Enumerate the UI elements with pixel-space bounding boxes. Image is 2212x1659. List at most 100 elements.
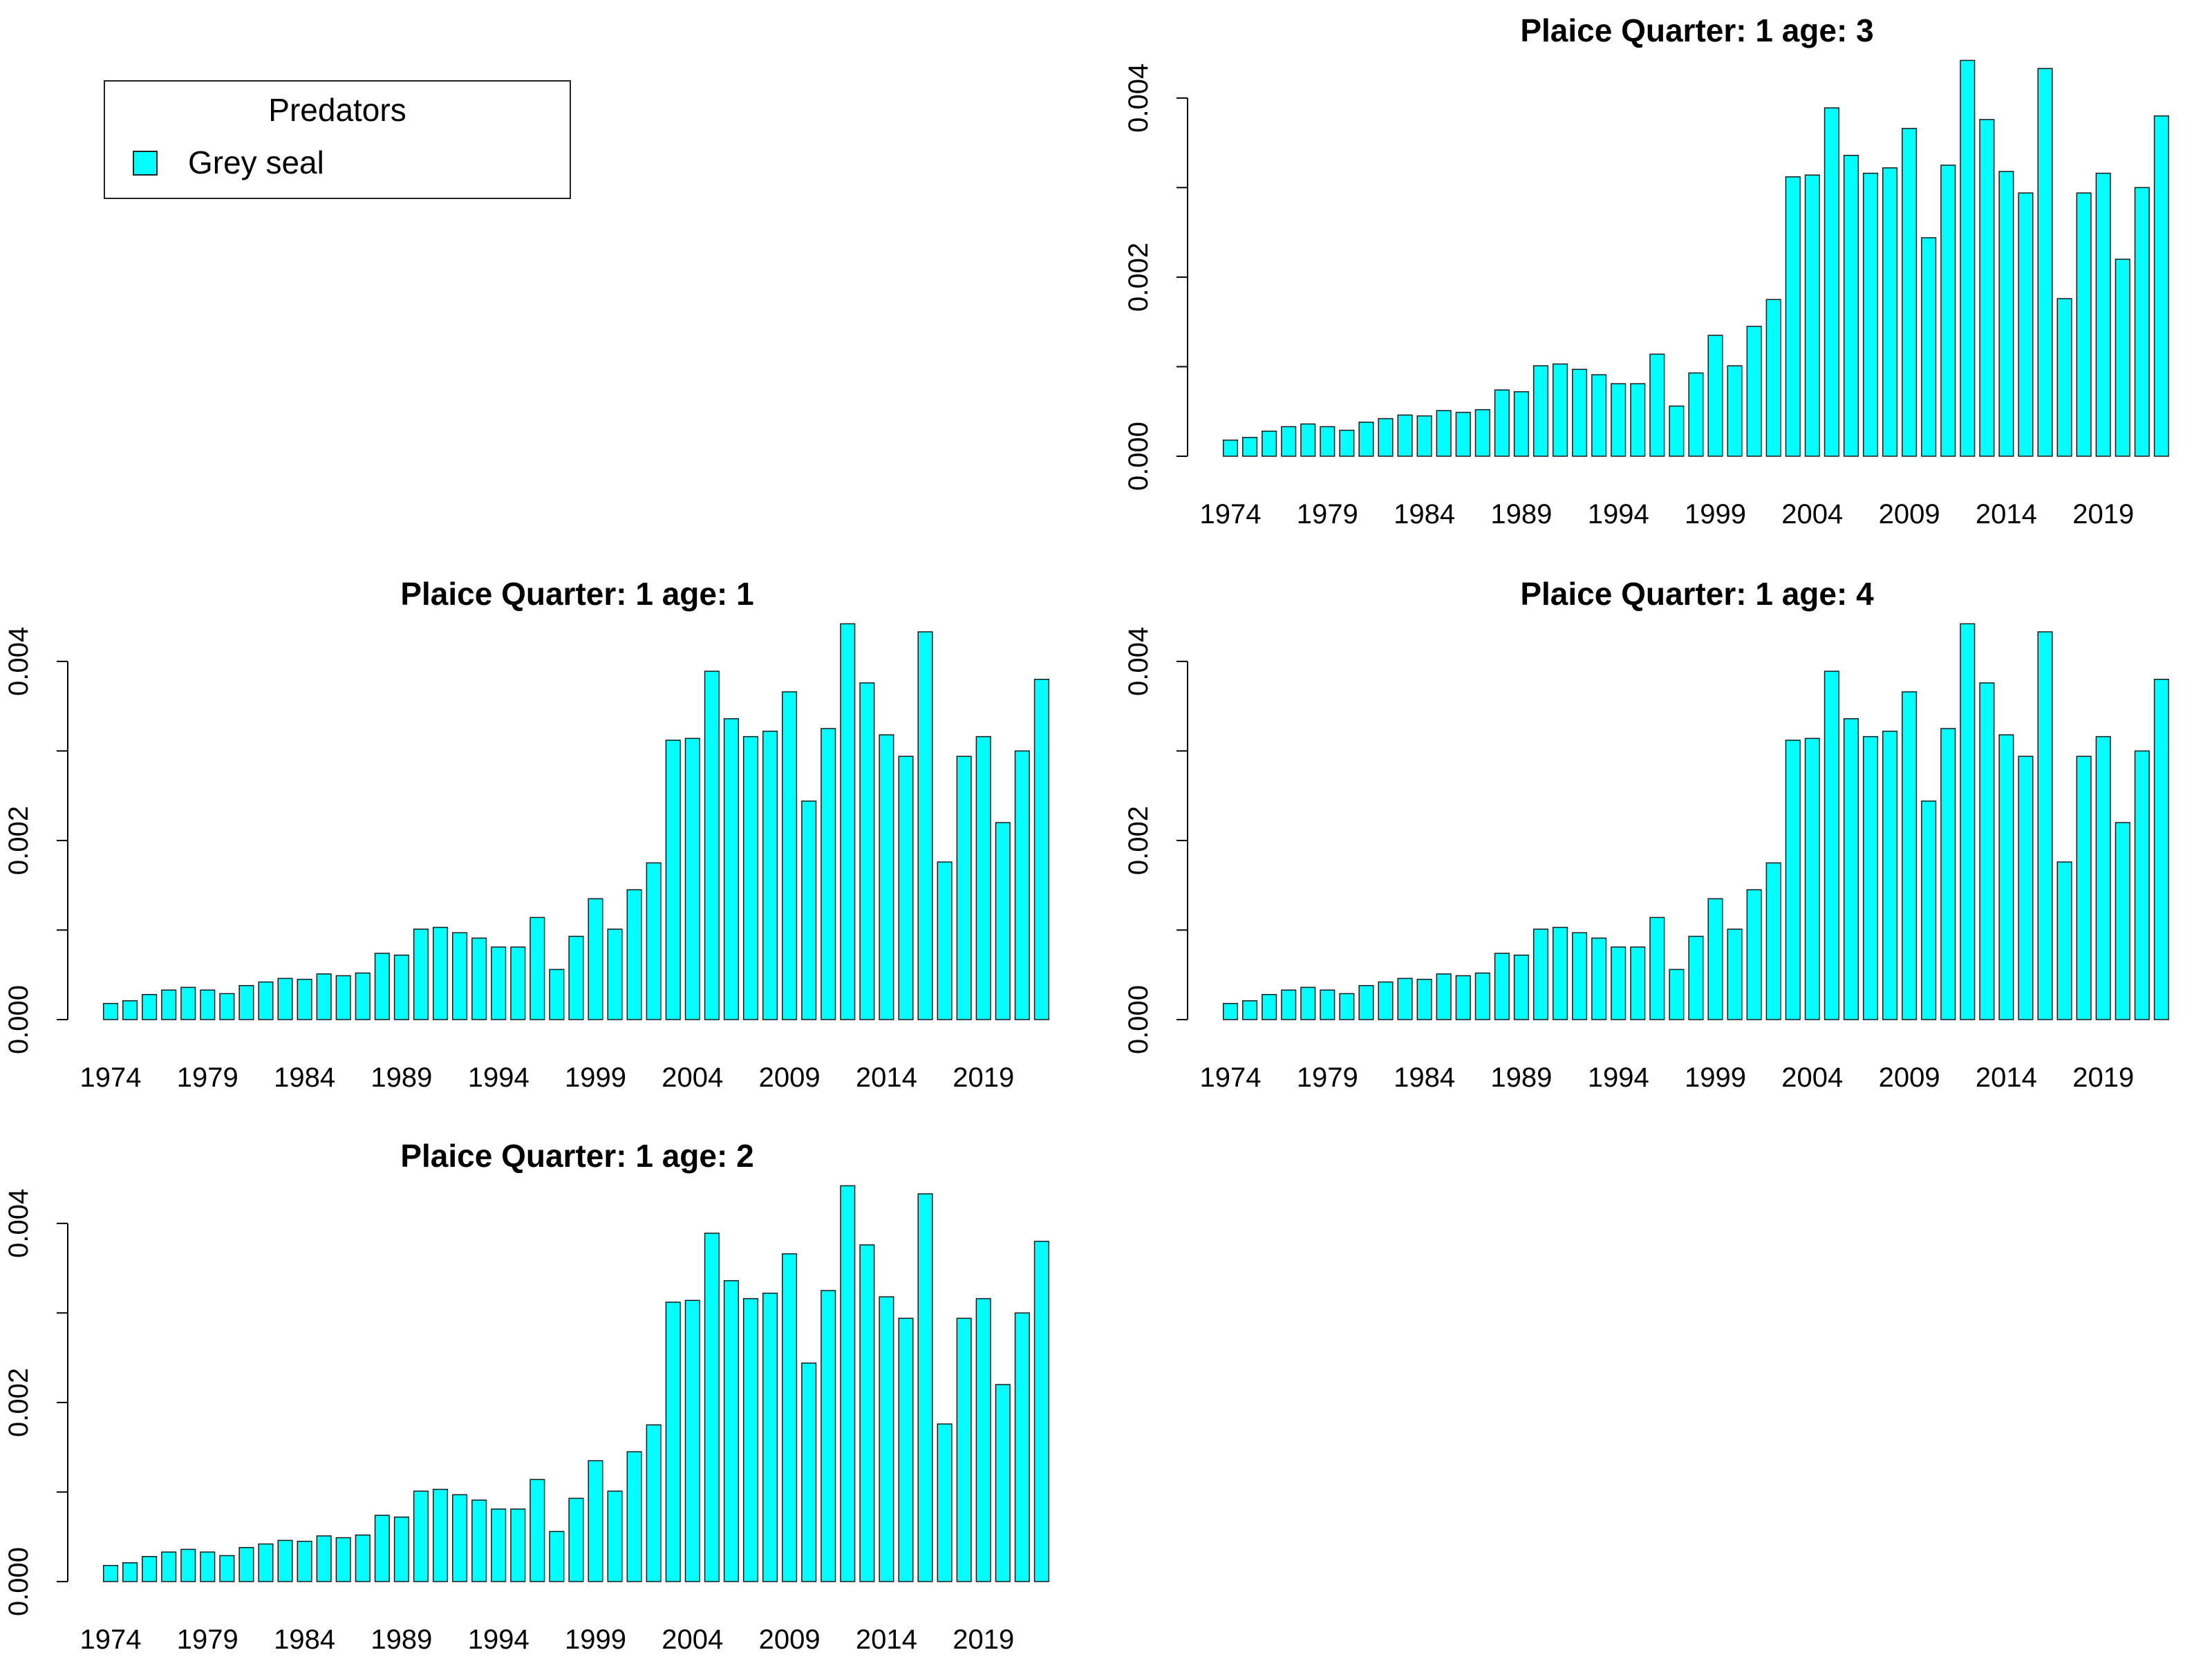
bar — [432, 1488, 449, 1582]
x-tick-label: 2004 — [1781, 1062, 1843, 1093]
bar — [568, 1497, 584, 1582]
x-tick-label: 1974 — [80, 1062, 142, 1093]
bar — [742, 1297, 759, 1582]
bar — [1824, 671, 1839, 1020]
bar — [1611, 383, 1627, 457]
bar — [355, 1534, 371, 1582]
x-tick-label: 2009 — [759, 1624, 821, 1655]
bar — [452, 932, 468, 1020]
bar — [1320, 989, 1335, 1020]
bar — [2115, 822, 2130, 1020]
x-tick-label: 1984 — [274, 1624, 335, 1655]
y-tick-label: 0.000 — [1123, 422, 1154, 491]
bar — [1940, 165, 1956, 457]
bar — [1494, 953, 1510, 1020]
bar — [413, 928, 429, 1020]
x-tick-label: 2014 — [1976, 1062, 2037, 1093]
bar — [1843, 718, 1859, 1020]
bar — [917, 631, 933, 1020]
x-tick-label: 2014 — [856, 1624, 917, 1655]
x-tick-label: 2014 — [1976, 499, 2037, 529]
y-tick-label: 0.004 — [3, 627, 34, 696]
bar — [1474, 972, 1490, 1020]
bar — [626, 1451, 642, 1582]
bar — [879, 1296, 894, 1582]
bar — [1339, 993, 1355, 1020]
bar — [2037, 68, 2053, 457]
bar — [588, 1460, 603, 1582]
bar — [2153, 678, 2169, 1020]
bar — [1552, 926, 1568, 1020]
bar — [1979, 119, 1995, 457]
chart-title: Plaice Quarter: 1 age: 2 — [400, 1138, 753, 1174]
legend-title: Predators — [268, 92, 406, 128]
bar — [1533, 928, 1549, 1020]
bar — [1281, 426, 1297, 457]
bar — [762, 1293, 778, 1582]
bar — [1707, 335, 1723, 457]
bar — [879, 734, 894, 1020]
bar — [898, 756, 914, 1020]
chart-panel: Plaice Quarter: 1 age: 3 0.000 0.002 0.004 1… — [1123, 12, 2169, 529]
x-tick-label: 1999 — [1685, 499, 1746, 529]
bar — [1669, 405, 1685, 457]
bar — [1804, 738, 1820, 1020]
bar — [1882, 167, 1898, 457]
bar — [1649, 353, 1665, 457]
bar — [704, 1232, 720, 1582]
bar — [1862, 735, 1879, 1020]
bar — [258, 1543, 274, 1582]
bar — [1611, 946, 1627, 1020]
bar — [549, 1530, 565, 1582]
x-tick-label: 1989 — [371, 1624, 432, 1655]
bar — [1222, 439, 1239, 457]
bar — [1033, 1240, 1049, 1582]
bar — [393, 954, 409, 1020]
bar — [1921, 237, 1937, 457]
chart-title: Plaice Quarter: 1 age: 4 — [1520, 576, 1874, 612]
bar — [1902, 691, 1918, 1020]
bar — [1921, 800, 1937, 1020]
bar — [452, 1494, 468, 1582]
x-tick-label: 1994 — [468, 1062, 529, 1093]
bar — [180, 986, 196, 1020]
x-tick-label: 2019 — [2072, 499, 2134, 529]
bar — [1358, 422, 1374, 457]
chart-title: Plaice Quarter: 1 age: 1 — [400, 576, 753, 612]
bar — [355, 972, 371, 1020]
bar — [1572, 932, 1588, 1020]
bar — [2056, 861, 2072, 1020]
bar — [1765, 862, 1781, 1020]
bar — [102, 1002, 119, 1020]
bar — [374, 1515, 390, 1582]
x-tick-label: 1994 — [1588, 499, 1649, 529]
bar — [200, 989, 216, 1020]
bar — [975, 735, 991, 1020]
bar — [898, 1318, 914, 1582]
bar — [200, 1551, 216, 1582]
bar — [1669, 968, 1685, 1020]
chart-panel: Plaice Quarter: 1 age: 1 0.000 0.002 0.004 1… — [3, 576, 1049, 1093]
bar — [1979, 682, 1995, 1020]
x-tick-label: 1999 — [565, 1624, 626, 1655]
bar — [549, 968, 565, 1020]
x-tick-label: 1994 — [468, 1624, 529, 1655]
bar — [1998, 734, 2014, 1020]
bar — [2076, 756, 2092, 1020]
legend: Predators Grey seal — [104, 80, 571, 199]
bar — [801, 800, 817, 1020]
bar — [1765, 299, 1781, 457]
bar — [1014, 750, 1030, 1020]
y-tick-label: 0.004 — [1123, 64, 1154, 133]
bar — [1649, 917, 1665, 1020]
bar — [316, 973, 332, 1020]
bar — [471, 1499, 487, 1582]
x-tick-label: 1984 — [274, 1062, 335, 1093]
bar — [782, 1253, 798, 1582]
bar — [607, 1490, 623, 1582]
bar — [1320, 426, 1335, 457]
bar — [374, 953, 390, 1020]
bar — [1746, 326, 1762, 457]
bar — [1436, 973, 1452, 1020]
bar — [1940, 728, 1956, 1020]
